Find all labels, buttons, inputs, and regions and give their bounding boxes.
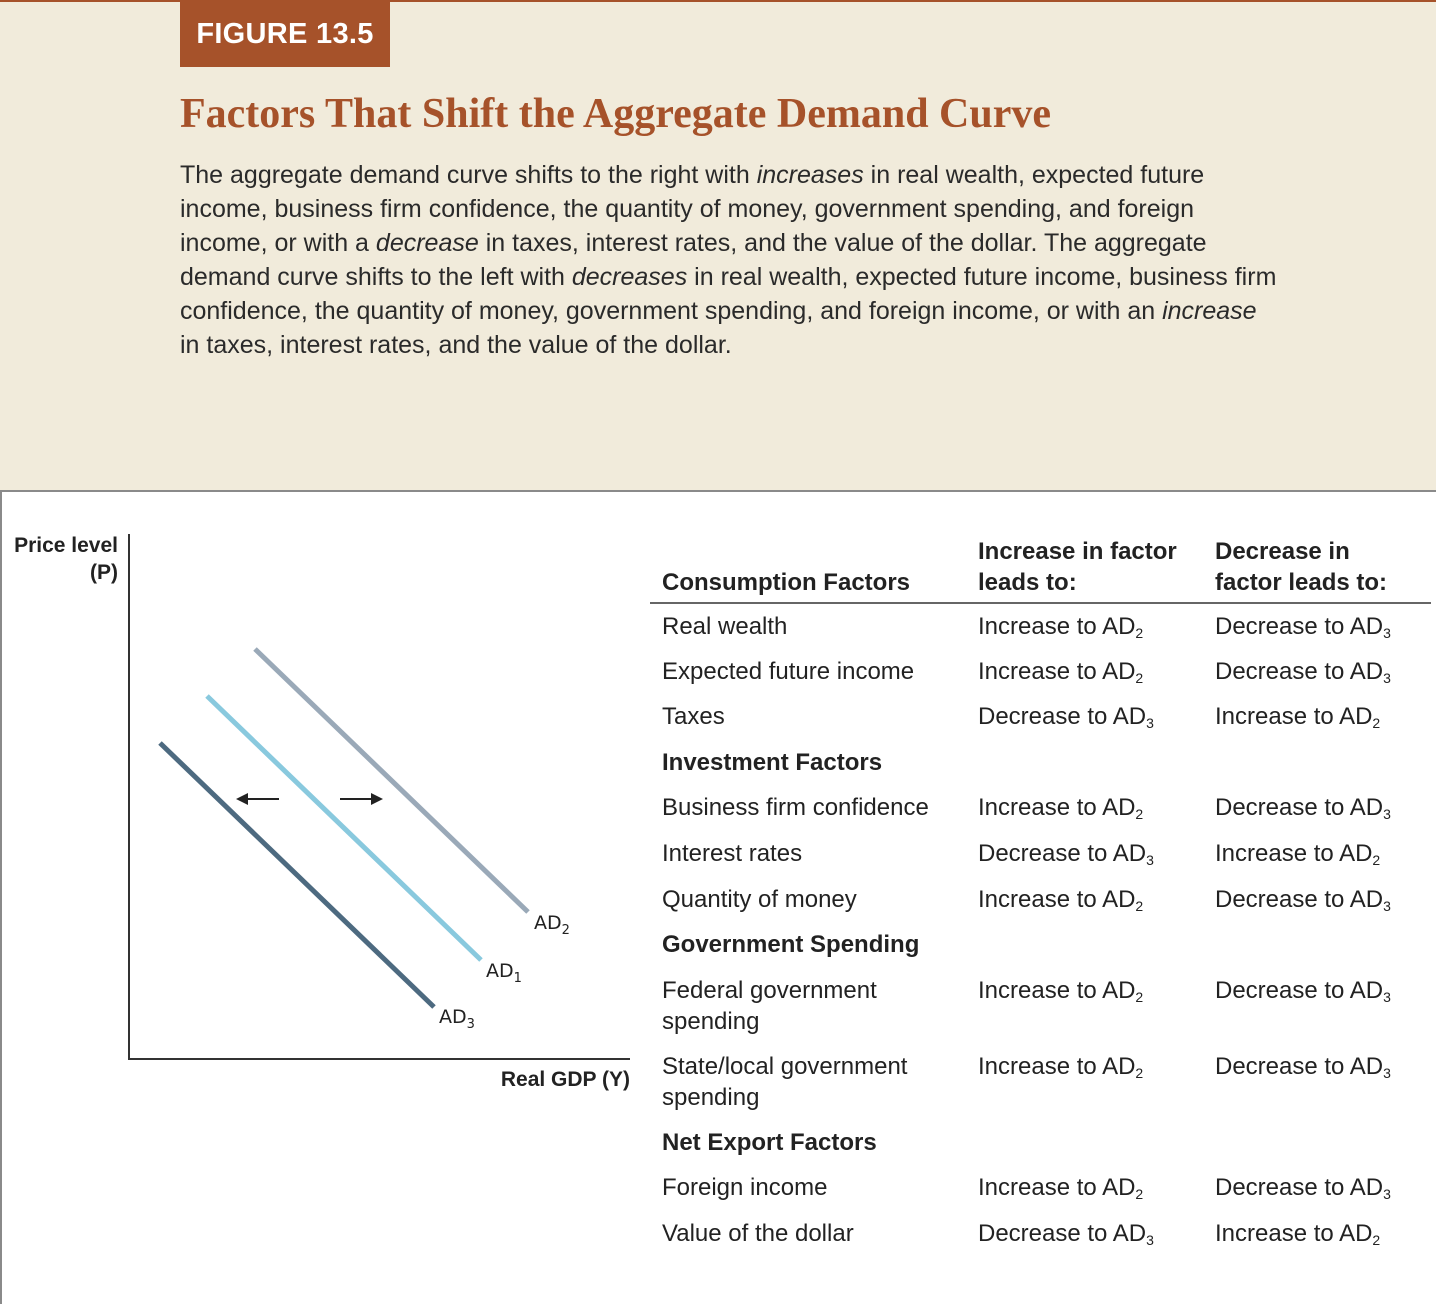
factor-name: Value of the dollar bbox=[662, 1219, 854, 1247]
section-heading: Net Export Factors bbox=[662, 1128, 877, 1156]
caption-text: in real wealth, expected future income, … bbox=[180, 263, 1277, 325]
caption-emphasis: decrease bbox=[375, 229, 479, 257]
factor-name: Business firm confidence bbox=[662, 794, 929, 822]
table-header-row: Consumption Factors Increase in factor le… bbox=[650, 536, 1431, 604]
decrease-effect: Decrease to AD3 bbox=[1215, 1174, 1391, 1203]
table-row: Value of the dollar Decrease to AD3 Increa… bbox=[650, 1211, 1431, 1257]
increase-effect: Decrease to AD3 bbox=[978, 839, 1154, 868]
ad3-label: AD3 bbox=[439, 1006, 475, 1032]
increase-effect: Increase to AD2 bbox=[978, 976, 1144, 1005]
factor-name: Real wealth bbox=[662, 613, 788, 640]
increase-effect: Decrease to AD3 bbox=[978, 703, 1154, 732]
table-row: Foreign income Increase to AD2 Decrease to… bbox=[650, 1165, 1431, 1211]
header-decrease: Decrease in factor leads to: bbox=[1203, 536, 1431, 604]
factor-name: State/local government spending bbox=[662, 1052, 908, 1111]
decrease-effect: Increase to AD2 bbox=[1215, 1219, 1381, 1248]
decrease-effect: Decrease to AD3 bbox=[1215, 1052, 1391, 1081]
y-axis-label-unit: (P) bbox=[90, 561, 118, 584]
ad1-curve bbox=[205, 694, 483, 962]
figure-caption: The aggregate demand curve shifts to the… bbox=[180, 158, 1280, 362]
ad1-label: AD1 bbox=[486, 960, 522, 986]
left-arrow-icon bbox=[236, 793, 279, 805]
decrease-effect: Increase to AD2 bbox=[1215, 839, 1381, 868]
table-row: Quantity of money Increase to AD2 Decrease… bbox=[650, 877, 1431, 923]
x-axis-label: Real GDP (Y) bbox=[501, 1068, 630, 1091]
increase-effect: Increase to AD2 bbox=[978, 1052, 1144, 1081]
decrease-effect: Increase to AD2 bbox=[1215, 703, 1381, 732]
decrease-effect: Decrease to AD3 bbox=[1215, 794, 1391, 823]
header-increase: Increase in factor leads to: bbox=[966, 536, 1203, 604]
section-row: Investment Factors bbox=[650, 740, 1431, 786]
increase-effect: Increase to AD2 bbox=[978, 613, 1144, 641]
factor-name: Interest rates bbox=[662, 839, 803, 867]
caption-emphasis: decreases bbox=[571, 263, 688, 291]
caption-text: The aggregate demand curve shifts to the… bbox=[180, 161, 757, 189]
decrease-effect: Decrease to AD3 bbox=[1215, 657, 1391, 686]
caption-text: in taxes, interest rates, and the value … bbox=[180, 331, 732, 359]
section-heading: Government Spending bbox=[662, 931, 920, 959]
factors-table: Consumption Factors Increase in factor le… bbox=[650, 536, 1431, 1257]
factor-name: Quantity of money bbox=[662, 885, 857, 913]
ad2-curve bbox=[253, 647, 530, 914]
figure-header-panel: FIGURE 13.5 Factors That Shift the Aggre… bbox=[0, 0, 1436, 490]
table-row: Expected future income Increase to AD2 Dec… bbox=[650, 649, 1431, 695]
factor-name: Expected future income bbox=[662, 657, 915, 685]
decrease-effect: Decrease to AD3 bbox=[1215, 976, 1391, 1005]
figure-title: Factors That Shift the Aggregate Demand … bbox=[180, 91, 1052, 137]
caption-emphasis: increase bbox=[1162, 297, 1257, 325]
table-row: State/local government spending Increase … bbox=[650, 1044, 1431, 1120]
increase-effect: Decrease to AD3 bbox=[978, 1219, 1154, 1248]
table-body: Real wealth Increase to AD2 Decrease to AD… bbox=[650, 603, 1431, 1257]
factor-name: Foreign income bbox=[662, 1174, 828, 1202]
table-row: Real wealth Increase to AD2 Decrease to AD… bbox=[650, 603, 1431, 649]
increase-effect: Increase to AD2 bbox=[978, 657, 1144, 686]
increase-effect: Increase to AD2 bbox=[978, 794, 1144, 823]
table-row: Business firm confidence Increase to AD2 D… bbox=[650, 785, 1431, 831]
increase-effect: Increase to AD2 bbox=[978, 1174, 1144, 1203]
factor-name: Taxes bbox=[662, 703, 725, 731]
caption-text: in real wealth, expected future income, … bbox=[180, 161, 1205, 257]
table-row: Taxes Decrease to AD3 Increase to AD2 bbox=[650, 694, 1431, 740]
caption-emphasis: increases bbox=[756, 161, 864, 189]
decrease-effect: Decrease to AD3 bbox=[1215, 885, 1391, 914]
y-axis-label: Price level bbox=[14, 534, 118, 557]
right-arrow-icon bbox=[340, 793, 383, 805]
ad-graph: Price level (P) Real GDP (Y) AD2 AD1 AD3 bbox=[14, 534, 630, 1091]
panel-left-border bbox=[0, 490, 2, 1304]
section-divider bbox=[0, 490, 1436, 492]
factor-name: Federal government spending bbox=[662, 976, 877, 1035]
section-heading: Investment Factors bbox=[662, 748, 883, 776]
decrease-effect: Decrease to AD3 bbox=[1215, 613, 1391, 641]
section-row: Government Spending bbox=[650, 922, 1431, 968]
table-row: Federal government spending Increase to A… bbox=[650, 968, 1431, 1044]
table-row: Interest rates Decrease to AD3 Increase to… bbox=[650, 831, 1431, 877]
section-row: Net Export Factors bbox=[650, 1120, 1431, 1166]
figure-label-badge: FIGURE 13.5 bbox=[180, 2, 390, 67]
header-factor: Consumption Factors bbox=[650, 536, 966, 604]
ad3-curve bbox=[158, 741, 436, 1009]
increase-effect: Increase to AD2 bbox=[978, 885, 1144, 914]
caption-text: in taxes, interest rates, and the value … bbox=[180, 229, 1207, 291]
ad2-label: AD2 bbox=[534, 912, 570, 938]
